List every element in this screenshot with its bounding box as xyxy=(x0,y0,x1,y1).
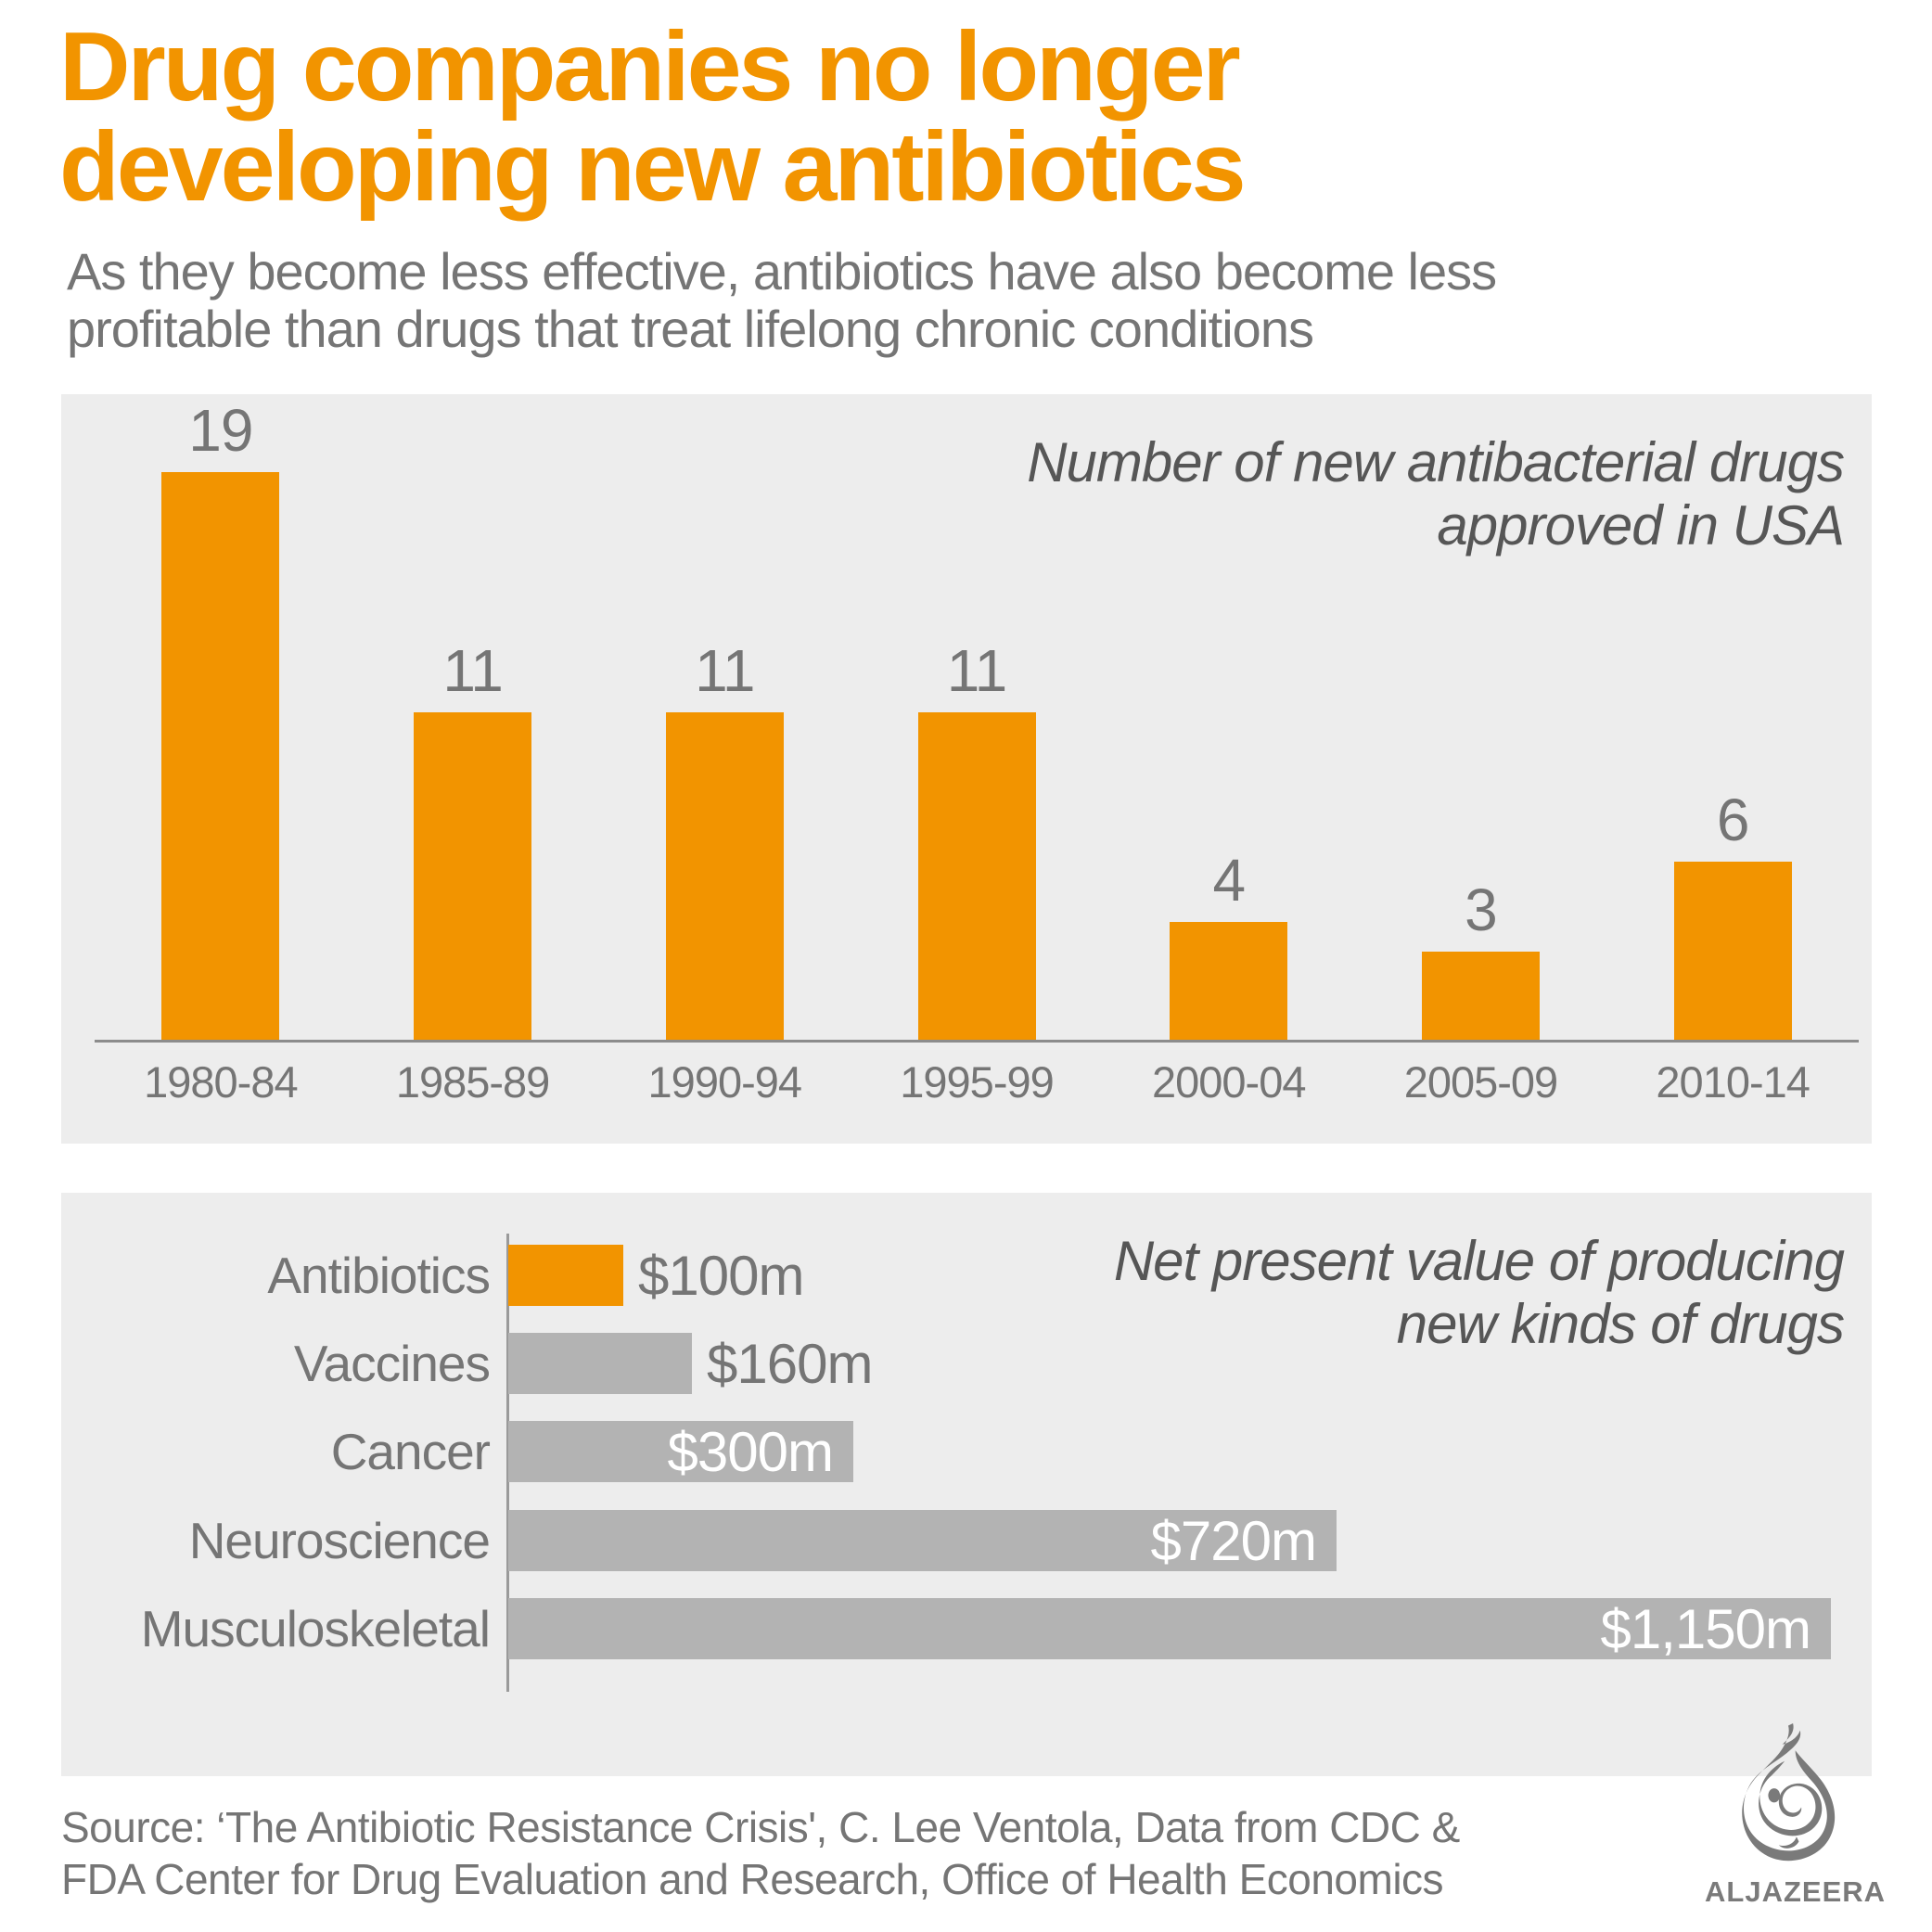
bar-value-label: 6 xyxy=(1716,787,1750,854)
page-subtitle: As they become less effective, antibioti… xyxy=(67,242,1497,358)
npv-y-axis-line xyxy=(506,1234,509,1692)
npv-bar xyxy=(508,1333,692,1394)
approvals-x-axis-line xyxy=(95,1040,1859,1043)
npv-row: Antibiotics $100m xyxy=(61,1244,1872,1307)
npv-bar xyxy=(508,1245,623,1306)
npv-title-line2: new kinds of drugs xyxy=(1396,1293,1845,1355)
page-title-line2: developing new antibiotics xyxy=(59,112,1247,222)
npv-category-label: Vaccines xyxy=(293,1335,491,1392)
npv-row: Neuroscience $720m xyxy=(61,1509,1872,1572)
approvals-bar xyxy=(665,711,784,1042)
approvals-bar xyxy=(161,472,280,1042)
approvals-bar-group: 6 xyxy=(1606,394,1859,1042)
approvals-title-line2: approved in USA xyxy=(1437,494,1845,557)
npv-category-label: Antibiotics xyxy=(267,1247,491,1304)
approvals-bar-group: 4 xyxy=(1103,394,1355,1042)
bar-value-label: 3 xyxy=(1465,876,1498,944)
npv-bar: $300m xyxy=(508,1420,853,1483)
approvals-bar-group: 11 xyxy=(851,394,1103,1042)
approvals-bar xyxy=(1421,952,1540,1042)
approvals-title-line1: Number of new antibacterial drugs xyxy=(1027,431,1845,493)
npv-bar: $720m xyxy=(508,1509,1337,1572)
npv-value-label: $720m xyxy=(1150,1509,1317,1572)
npv-row: Cancer $300m xyxy=(61,1420,1872,1483)
page-subtitle-line1: As they become less effective, antibioti… xyxy=(67,242,1497,301)
npv-title-line1: Net present value of producing xyxy=(1113,1230,1845,1292)
approvals-bar-group: 19 xyxy=(95,394,347,1042)
npv-value-label: $300m xyxy=(667,1420,834,1483)
npv-row: Vaccines $160m xyxy=(61,1332,1872,1395)
page-subtitle-line2: profitable than drugs that treat lifelon… xyxy=(67,300,1314,358)
aljazeera-wordmark: ALJAZEERA xyxy=(1705,1875,1887,1908)
approvals-bar xyxy=(1673,862,1792,1042)
approvals-bar xyxy=(414,711,532,1042)
approvals-chart-panel: Number of new antibacterial drugs approve… xyxy=(61,394,1872,1144)
bar-value-label: 19 xyxy=(188,397,253,465)
approvals-bar xyxy=(917,711,1036,1042)
approvals-bar-group: 11 xyxy=(347,394,599,1042)
approvals-bar-group: 11 xyxy=(598,394,851,1042)
approvals-bar-group: 3 xyxy=(1355,394,1607,1042)
source-note: Source: ‘The Antibiotic Resistance Crisi… xyxy=(61,1801,1460,1905)
approvals-bar xyxy=(1170,921,1288,1042)
page-title-line1: Drug companies no longer xyxy=(59,12,1241,122)
npv-category-label: Neuroscience xyxy=(188,1512,491,1569)
x-axis-tick-label: 1990-94 xyxy=(647,1057,802,1107)
x-axis-tick-label: 1985-89 xyxy=(395,1057,550,1107)
npv-chart-title: Net present value of producing new kinds … xyxy=(1113,1230,1845,1356)
bar-value-label: 11 xyxy=(442,636,503,704)
aljazeera-flame-icon xyxy=(1742,1723,1836,1862)
approvals-x-axis-labels: 1980-84 1985-89 1990-94 1995-99 2000-04 2005-… xyxy=(95,1056,1859,1107)
x-axis-tick-label: 1980-84 xyxy=(144,1057,298,1107)
npv-row: Musculoskeletal $1,150m xyxy=(61,1597,1872,1660)
npv-value-label: $160m xyxy=(707,1332,873,1395)
x-axis-tick-label: 1995-99 xyxy=(900,1057,1054,1107)
source-line1: Source: ‘The Antibiotic Resistance Crisi… xyxy=(61,1803,1460,1851)
npv-category-label: Musculoskeletal xyxy=(140,1600,491,1657)
approvals-chart-title: Number of new antibacterial drugs approve… xyxy=(1027,431,1845,557)
bar-value-label: 11 xyxy=(695,636,755,704)
x-axis-tick-label: 2005-09 xyxy=(1403,1057,1558,1107)
npv-value-label: $1,150m xyxy=(1600,1597,1811,1660)
source-line2: FDA Center for Drug Evaluation and Resea… xyxy=(61,1855,1444,1903)
x-axis-tick-label: 2000-04 xyxy=(1151,1057,1306,1107)
npv-value-label: $100m xyxy=(638,1244,804,1307)
npv-category-label: Cancer xyxy=(330,1423,491,1480)
bar-value-label: 11 xyxy=(946,636,1007,704)
npv-chart-panel: Net present value of producing new kinds … xyxy=(61,1193,1872,1776)
npv-bar: $1,150m xyxy=(508,1597,1831,1660)
approvals-plot-area: 19 11 11 11 4 3 6 xyxy=(95,394,1859,1042)
bar-value-label: 4 xyxy=(1212,846,1246,914)
x-axis-tick-label: 2010-14 xyxy=(1656,1057,1810,1107)
aljazeera-logo: ALJAZEERA xyxy=(1705,1723,1887,1909)
page-title: Drug companies no longer developing new a… xyxy=(59,17,1247,217)
